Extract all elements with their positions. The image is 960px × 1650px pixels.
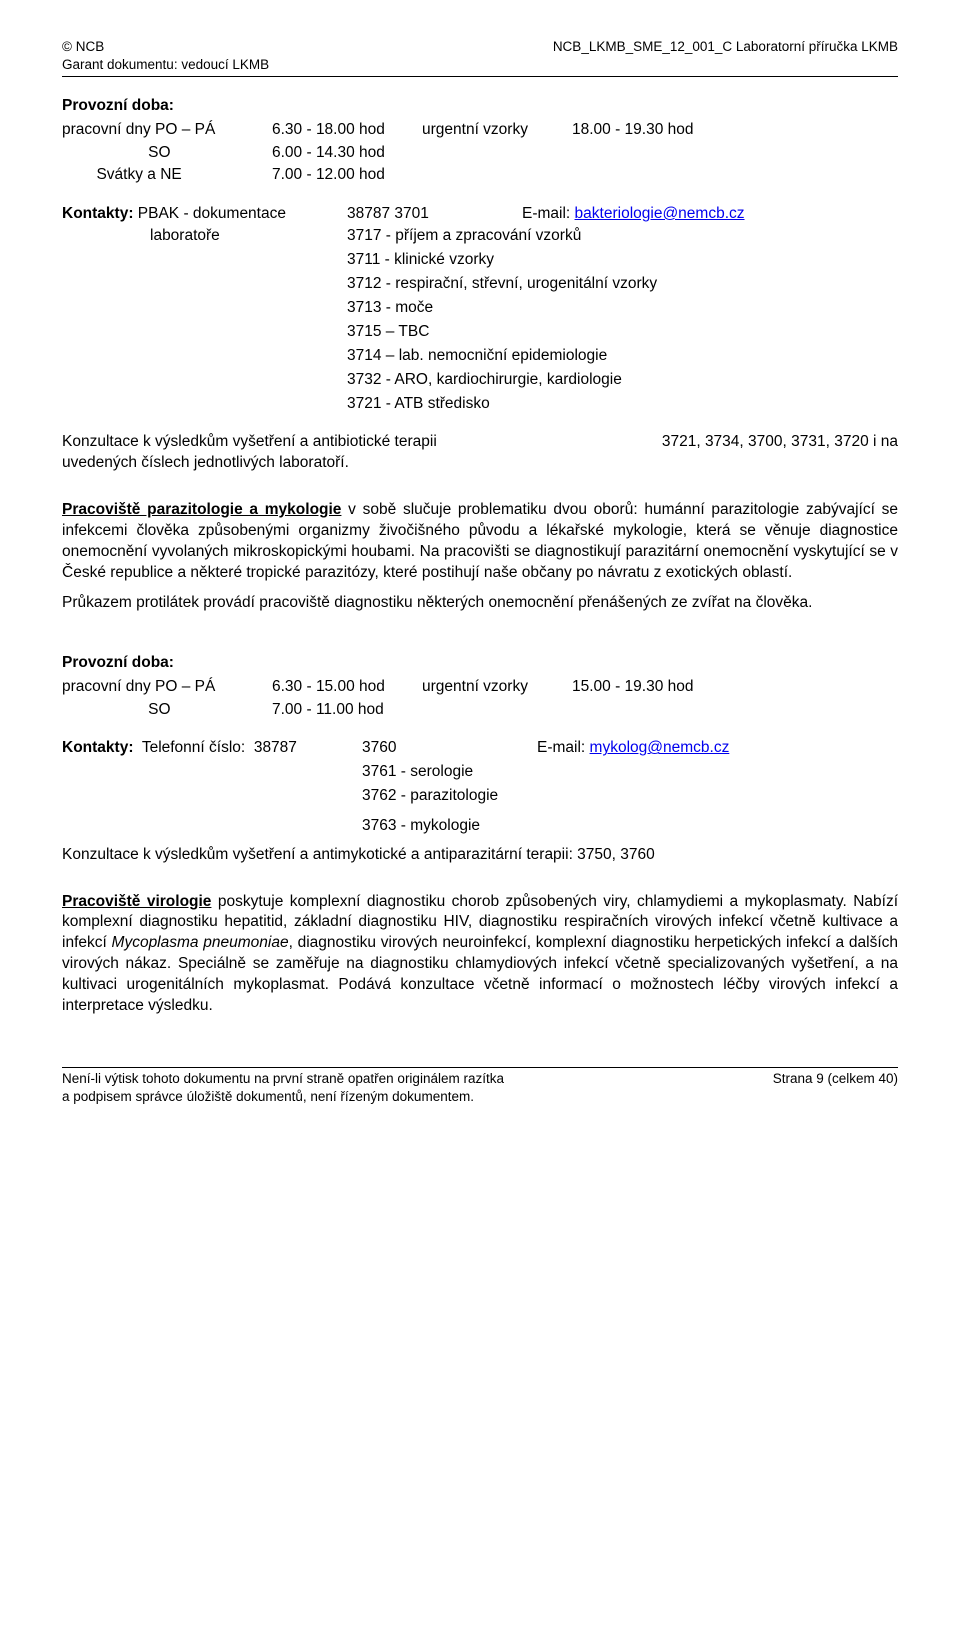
schedule-cell: 7.00 - 12.00 hod — [272, 164, 422, 186]
kontakty1-line2: laboratoře 3717 - příjem a zpracování vz… — [62, 225, 898, 247]
footer-rule — [62, 1067, 898, 1068]
kontakty-label: Kontakty: PBAK - dokumentace — [62, 203, 347, 225]
para-lead: Pracoviště virologie — [62, 893, 211, 910]
para-virologie: Pracoviště virologie poskytuje komplexní… — [62, 892, 898, 1018]
kontakty-sub-item: 3721 - ATB středisko — [347, 392, 898, 416]
schedule-row: SO 6.00 - 14.30 hod — [62, 142, 898, 164]
konzultace2: Konzultace k výsledkům vyšetření a antim… — [62, 845, 898, 866]
kontakty2-sub-gap: 3763 - mykologie — [62, 814, 898, 839]
schedule-cell: pracovní dny PO – PÁ — [62, 119, 272, 141]
kontakty-bold: Kontakty: — [62, 205, 133, 222]
header-left: © NCB Garant dokumentu: vedoucí LKMB — [62, 38, 269, 74]
kontakty2-label: Kontakty: Telefonní číslo: 38787 — [62, 737, 362, 759]
header-left-line1: © NCB — [62, 38, 269, 56]
email-label: E-mail: — [537, 739, 590, 756]
schedule-cell: 6.30 - 18.00 hod — [272, 119, 422, 141]
header-rule — [62, 76, 898, 77]
kontakty2-line1: Kontakty: Telefonní číslo: 38787 3760 E-… — [62, 737, 898, 759]
kontakty-sub-item: 3714 – lab. nemocniční epidemiologie — [347, 344, 898, 368]
kontakty-sub-item: 3762 - parazitologie — [362, 784, 898, 808]
kontakty-text: PBAK - dokumentace — [133, 205, 286, 222]
para-lead: Pracoviště parazitologie a mykologie — [62, 501, 341, 518]
kontakty-sub-item: 3713 - moče — [347, 296, 898, 320]
schedule-row: pracovní dny PO – PÁ 6.30 - 18.00 hod ur… — [62, 119, 898, 141]
kontakty-sub-item: 3761 - serologie — [362, 760, 898, 784]
kontakty1-sub: 3711 - klinické vzorky 3712 - respirační… — [62, 248, 898, 416]
email-link[interactable]: mykolog@nemcb.cz — [590, 739, 730, 756]
kontakty-sub-item: 3715 – TBC — [347, 320, 898, 344]
konz1-left: Konzultace k výsledkům vyšetření a antib… — [62, 432, 437, 453]
schedule-cell: SO — [62, 142, 272, 164]
schedule-cell — [572, 699, 898, 721]
para-parazitologie: Pracoviště parazitologie a mykologie v s… — [62, 500, 898, 584]
kontakty2-bold: Kontakty: — [62, 739, 133, 756]
schedule-cell — [422, 142, 572, 164]
schedule-cell: 6.00 - 14.30 hod — [272, 142, 422, 164]
kontakty-phone: 38787 3701 — [347, 203, 522, 225]
footer-left-line1: Není-li výtisk tohoto dokumentu na první… — [62, 1070, 504, 1088]
email-link[interactable]: bakteriologie@nemcb.cz — [575, 205, 745, 222]
schedule-cell: SO — [62, 699, 272, 721]
kontakty2-num: 3760 — [362, 737, 537, 759]
footer-right: Strana 9 (celkem 40) — [773, 1070, 898, 1106]
kontakty-sub-item: 3712 - respirační, střevní, urogenitální… — [347, 272, 898, 296]
schedule-row: SO 7.00 - 11.00 hod — [62, 699, 898, 721]
konzultace1: Konzultace k výsledkům vyšetření a antib… — [62, 432, 898, 474]
schedule-cell: 7.00 - 11.00 hod — [272, 699, 422, 721]
schedule1-rows: pracovní dny PO – PÁ 6.30 - 18.00 hod ur… — [62, 119, 898, 186]
footer-left: Není-li výtisk tohoto dokumentu na první… — [62, 1070, 504, 1106]
kontakty-sub-item: 3711 - klinické vzorky — [347, 248, 898, 272]
schedule-row: Svátky a NE 7.00 - 12.00 hod — [62, 164, 898, 186]
konz1-right: 3721, 3734, 3700, 3731, 3720 i na — [662, 432, 898, 453]
schedule2-rows: pracovní dny PO – PÁ 6.30 - 15.00 hod ur… — [62, 676, 898, 721]
page-header: © NCB Garant dokumentu: vedoucí LKMB NCB… — [62, 38, 898, 74]
schedule-row: pracovní dny PO – PÁ 6.30 - 15.00 hod ur… — [62, 676, 898, 698]
page: © NCB Garant dokumentu: vedoucí LKMB NCB… — [0, 0, 960, 1136]
schedule-cell: urgentní vzorky — [422, 676, 572, 698]
kontakty2-text: Telefonní číslo: 38787 — [133, 739, 296, 756]
schedule-cell: 15.00 - 19.30 hod — [572, 676, 898, 698]
schedule-cell — [572, 164, 898, 186]
footer-left-line2: a podpisem správce úložiště dokumentů, n… — [62, 1088, 504, 1106]
schedule2-title: Provozní doba: — [62, 654, 898, 672]
email-label: E-mail: — [522, 205, 575, 222]
para-protilатky: Průkazem protilátek provádí pracoviště d… — [62, 593, 898, 614]
schedule-cell: 6.30 - 15.00 hod — [272, 676, 422, 698]
schedule-cell — [572, 142, 898, 164]
header-left-line2: Garant dokumentu: vedoucí LKMB — [62, 56, 269, 74]
konz1-cont: uvedených číslech jednotlivých laboratoř… — [62, 454, 349, 471]
kontakty-sub-item: 3732 - ARO, kardiochirurgie, kardiologie — [347, 368, 898, 392]
kontakty-lab: laboratoře — [62, 225, 305, 247]
schedule-cell: pracovní dny PO – PÁ — [62, 676, 272, 698]
schedule-cell: urgentní vzorky — [422, 119, 572, 141]
kontakty-mail-cell: E-mail: bakteriologie@nemcb.cz — [522, 203, 898, 225]
header-right: NCB_LKMB_SME_12_001_C Laboratorní příruč… — [553, 38, 898, 74]
schedule1-title: Provozní doba: — [62, 97, 898, 115]
page-footer: Není-li výtisk tohoto dokumentu na první… — [62, 1070, 898, 1106]
kontakty-lab-desc: 3717 - příjem a zpracování vzorků — [305, 225, 581, 247]
kontakty1-line1: Kontakty: PBAK - dokumentace 38787 3701 … — [62, 203, 898, 225]
kontakty2-sub: 3761 - serologie 3762 - parazitologie — [62, 760, 898, 808]
schedule-cell: 18.00 - 19.30 hod — [572, 119, 898, 141]
schedule-cell — [422, 699, 572, 721]
kontakty2-mail-cell: E-mail: mykolog@nemcb.cz — [537, 737, 898, 759]
schedule-cell — [422, 164, 572, 186]
para-italic: Mycoplasma pneumoniae — [112, 934, 289, 951]
schedule-cell: Svátky a NE — [62, 164, 272, 186]
